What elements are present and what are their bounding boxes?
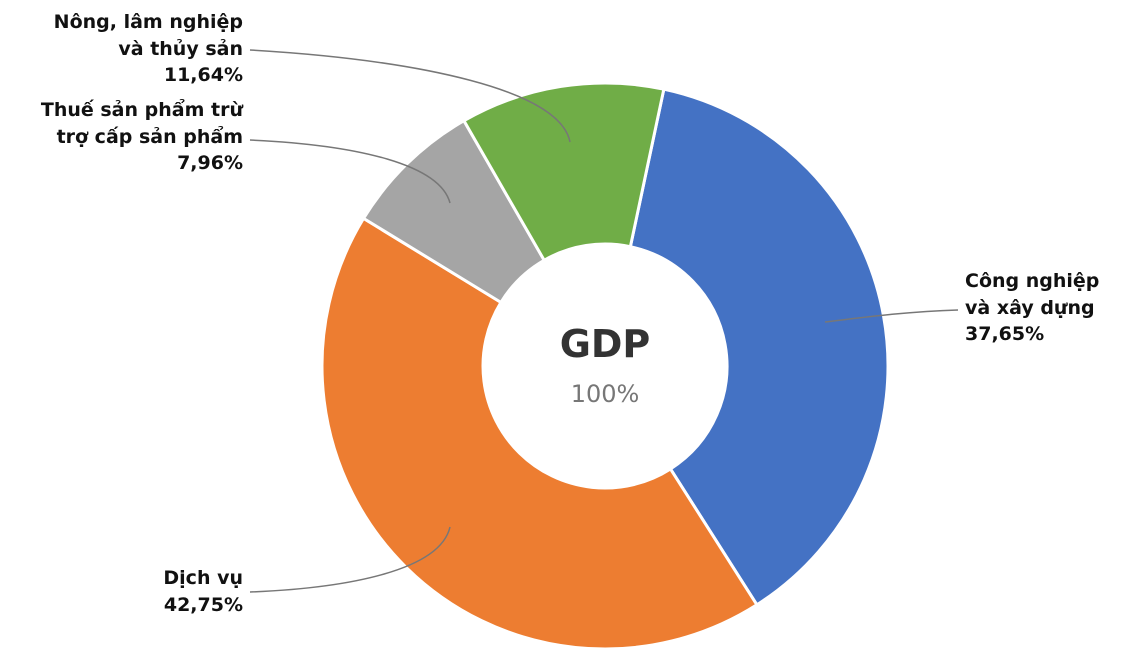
data-label: Dịch vụ 42,75% <box>163 565 243 618</box>
label-name: Nông, lâm nghiệp và thủy sản <box>53 11 243 60</box>
leader-line <box>249 139 451 204</box>
data-label: Công nghiệp và xây dựng 37,65% <box>965 268 1099 348</box>
label-value: 42,75% <box>163 593 243 616</box>
donut-slice <box>628 87 890 607</box>
label-value: 11,64% <box>163 64 243 86</box>
leader-line <box>249 526 451 593</box>
donut-slice <box>320 216 759 651</box>
label-name: Dịch vụ <box>163 567 243 589</box>
label-name: Công nghiệp và xây dựng <box>965 270 1100 319</box>
leader-line <box>824 309 959 323</box>
label-value: 7,96% <box>177 152 243 174</box>
data-label: Thuế sản phẩm trừ trợ cấp sản phẩm 7,96% <box>41 97 243 177</box>
center-subtitle: 100% <box>570 380 640 408</box>
label-value: 37,65% <box>965 323 1045 345</box>
donut-slice <box>461 81 666 263</box>
center-title: GDP <box>559 322 651 366</box>
label-name: Thuế sản phẩm trừ trợ cấp sản phẩm <box>40 99 243 148</box>
leader-line <box>249 49 571 143</box>
data-label: Nông, lâm nghiệp và thủy sản 11,64% <box>54 9 243 89</box>
